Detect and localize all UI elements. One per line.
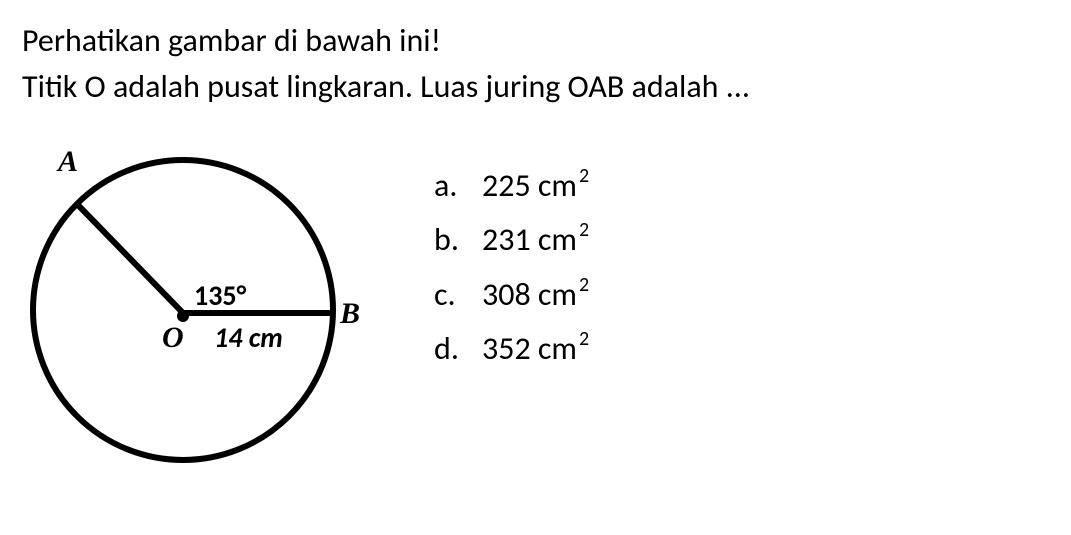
option-sup: 2 xyxy=(579,164,589,188)
question-line-2: Titik O adalah pusat lingkaran. Luas jur… xyxy=(22,64,1049,110)
option-letter: b. xyxy=(434,213,482,267)
label-a: A xyxy=(56,145,78,178)
option-letter: d. xyxy=(434,322,482,376)
options-list: a. 225 cm2 b. 231 cm2 c. 308 cm2 d. 352 … xyxy=(434,159,589,377)
option-value: 352 cm2 xyxy=(482,322,589,376)
option-sup: 2 xyxy=(579,327,589,351)
option-sup: 2 xyxy=(579,218,589,242)
option-value: 231 cm2 xyxy=(482,213,589,267)
option-value: 308 cm2 xyxy=(482,268,589,322)
option-text: 352 cm xyxy=(482,329,577,368)
circle-svg: A B O 135° 14 cm xyxy=(22,123,362,483)
label-o: O xyxy=(162,321,184,354)
option-text: 225 cm xyxy=(482,166,577,205)
circle-figure: A B O 135° 14 cm xyxy=(22,123,362,483)
option-a: a. 225 cm2 xyxy=(434,159,589,213)
option-text: 308 cm xyxy=(482,275,577,314)
label-angle: 135° xyxy=(194,278,247,313)
label-b: B xyxy=(339,297,360,330)
option-b: b. 231 cm2 xyxy=(434,213,589,267)
option-d: d. 352 cm2 xyxy=(434,322,589,376)
radius-oa xyxy=(77,204,183,313)
option-letter: c. xyxy=(434,268,482,322)
option-text: 231 cm xyxy=(482,220,577,259)
option-sup: 2 xyxy=(579,273,589,297)
option-value: 225 cm2 xyxy=(482,159,589,213)
question-line-1: Perhatikan gambar di bawah ini! xyxy=(22,18,1049,64)
option-c: c. 308 cm2 xyxy=(434,268,589,322)
option-letter: a. xyxy=(434,159,482,213)
label-radius: 14 cm xyxy=(214,320,283,355)
